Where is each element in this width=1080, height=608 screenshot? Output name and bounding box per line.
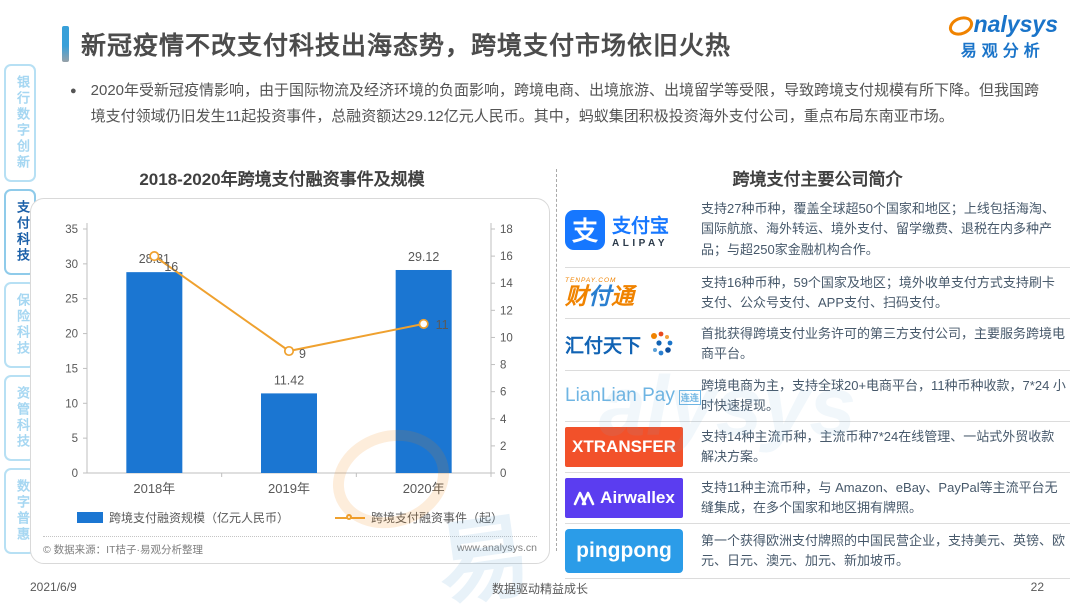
page-number: 22	[1030, 580, 1044, 594]
companies-heading: 跨境支付主要公司简介	[732, 170, 903, 189]
chart-legend: 跨境支付融资规模（亿元人民币） 跨境支付融资事件（起）	[43, 509, 537, 526]
website-link[interactable]: www.analysys.cn	[457, 542, 537, 554]
funding-chart: 0510152025303502468101214161828.812018年1…	[65, 223, 513, 496]
analysys-logo: nalysys 易观分析	[948, 11, 1058, 61]
company-description: 支持27种币种，覆盖全球超50个国家和地区；上线包括海淘、国际航旅、海外转运、境…	[701, 201, 1055, 257]
header: 新冠疫情不改支付科技出海态势，跨境支付市场依旧火热	[62, 26, 1080, 62]
svg-text:4: 4	[500, 414, 507, 426]
svg-text:16: 16	[164, 260, 178, 274]
svg-text:11: 11	[436, 318, 449, 332]
company-description: 跨境电商为主，支持全球20+电商平台，11种币种收款，7*24 小时快速提现。	[701, 377, 1066, 413]
svg-text:5: 5	[72, 433, 78, 445]
analysys-logo-swirl-icon: nalysys	[948, 11, 1058, 37]
legend-line-label: 跨境支付融资事件（起）	[371, 511, 504, 525]
line-marker-icon	[335, 513, 365, 520]
company-description: 支持11种主流币种，与 Amazon、eBay、PayPal等主流平台无缝集成，…	[701, 480, 1058, 516]
panel-divider	[556, 169, 557, 551]
svg-text:35: 35	[65, 224, 78, 236]
company-row: TENPAY.COM 财付通 支持16种币种，59个国家及地区；境外收单支付方式支持…	[565, 268, 1070, 320]
company-logo-airwallex: Airwallex	[565, 478, 701, 519]
svg-text:2018年: 2018年	[133, 481, 175, 496]
svg-text:2019年: 2019年	[268, 481, 310, 496]
companies-panel: 跨境支付主要公司简介 支支付宝 ALIPAY 支持27种币种，覆盖全球超50个国家和…	[565, 163, 1070, 580]
svg-text:2: 2	[500, 441, 506, 453]
svg-text:12: 12	[500, 305, 513, 317]
svg-text:14: 14	[500, 278, 513, 290]
title-accent-bar	[62, 26, 69, 62]
company-logo-alipay: 支支付宝 ALIPAY	[565, 209, 701, 250]
svg-text:16: 16	[500, 251, 513, 263]
footer: 2021/6/9 数据驱动精益成长 22	[0, 580, 1080, 598]
company-logo-badge-pp: pingpong	[565, 529, 701, 574]
logo-cn-text: 易观分析	[960, 43, 1045, 61]
company-row: LianLian Pay 连连 跨境电商为主，支持全球20+电商平台，11种币种收款…	[565, 371, 1070, 422]
company-logo-huifu: 汇付天下	[565, 329, 701, 359]
svg-text:8: 8	[500, 360, 506, 372]
svg-text:18: 18	[500, 224, 513, 236]
legend-bar-label: 跨境支付融资规模（亿元人民币）	[108, 511, 289, 525]
svg-text:0: 0	[500, 468, 506, 480]
legend-line-series: 跨境支付融资事件（起）	[335, 509, 503, 526]
company-description: 支持14种主流币种，主流币种7*24在线管理、一站式外贸收款解决方案。	[701, 428, 1055, 464]
chart-box: 0510152025303502468101214161828.812018年1…	[30, 198, 550, 564]
chart-title: 2018-2020年跨境支付融资事件及规模	[139, 170, 425, 189]
company-description: 第一个获得欧洲支付牌照的中国民营企业，支持美元、英镑、欧元、日元、澳元、加元、新…	[701, 533, 1066, 569]
svg-text:9: 9	[299, 347, 306, 361]
svg-text:20: 20	[65, 329, 78, 341]
svg-text:10: 10	[500, 332, 513, 344]
svg-text:0: 0	[72, 468, 78, 480]
company-row: 支支付宝 ALIPAY 支持27种币种，覆盖全球超50个国家和地区；上线包括海淘、国…	[565, 192, 1070, 268]
chart-section: 2018-2020年跨境支付融资事件及规模 0 5 10 15 20 25 30 35 0 2 4 6…	[14, 163, 550, 608]
company-row: Airwallex 支持11种主流币种，与 Amazon、eBay、PayPal等…	[565, 473, 1070, 525]
svg-text:25: 25	[65, 294, 78, 306]
bullet-dot-icon: ●	[70, 85, 77, 97]
company-description: 首批获得跨境支付业务许可的第三方支付公司，主要服务跨境电商平台。	[701, 326, 1066, 362]
svg-text:2020年: 2020年	[403, 481, 445, 496]
company-logo-badge: XTRANSFER	[565, 426, 701, 467]
svg-text:11.42: 11.42	[274, 373, 304, 387]
page-title: 新冠疫情不改支付科技出海态势，跨境支付市场依旧火热	[81, 32, 732, 60]
logo-text: nalysys	[973, 11, 1058, 37]
footer-date: 2021/6/9	[30, 580, 77, 594]
summary-text: 2020年受新冠疫情影响，由于国际物流及经济环境的负面影响，跨境电商、出境旅游、…	[90, 82, 1040, 126]
section-sidebar: 银行数字创新 支付科技 保险科技 资管科技 数字普惠	[4, 64, 38, 554]
company-row: pingpong 第一个获得欧洲支付牌照的中国民营企业，支持美元、英镑、欧元、日元…	[565, 524, 1070, 580]
footer-motto: 数据驱动精益成长	[491, 582, 588, 596]
company-row: 汇付天下 首批获得跨境支付业务许可的第三方支付公司，主要服务跨境电商平台。	[565, 319, 1070, 371]
data-source: © 数据来源：IT桔子·易观分析整理	[43, 544, 203, 556]
company-logo-lianlian: LianLian Pay 连连	[565, 384, 701, 406]
svg-text:10: 10	[65, 398, 78, 410]
summary-bullet: ● 2020年受新冠疫情影响，由于国际物流及经济环境的负面影响，跨境电商、出境旅…	[70, 78, 1040, 131]
company-row: XTRANSFER 支持14种主流币种，主流币种7*24在线管理、一站式外贸收款解…	[565, 422, 1070, 474]
company-description: 支持16种币种，59个国家及地区；境外收单支付方式支持刷卡支付、公众号支付、AP…	[701, 275, 1055, 311]
legend-bar-series: 跨境支付融资规模（亿元人民币）	[76, 509, 289, 526]
svg-text:30: 30	[65, 259, 78, 271]
svg-text:15: 15	[65, 363, 78, 375]
sidebar-tab-1[interactable]: 银行数字创新	[4, 64, 36, 182]
svg-text:6: 6	[500, 387, 506, 399]
svg-text:29.12: 29.12	[408, 250, 439, 264]
bar-swatch-icon	[76, 512, 103, 523]
company-logo-tenpay: TENPAY.COM 财付通	[565, 276, 634, 310]
